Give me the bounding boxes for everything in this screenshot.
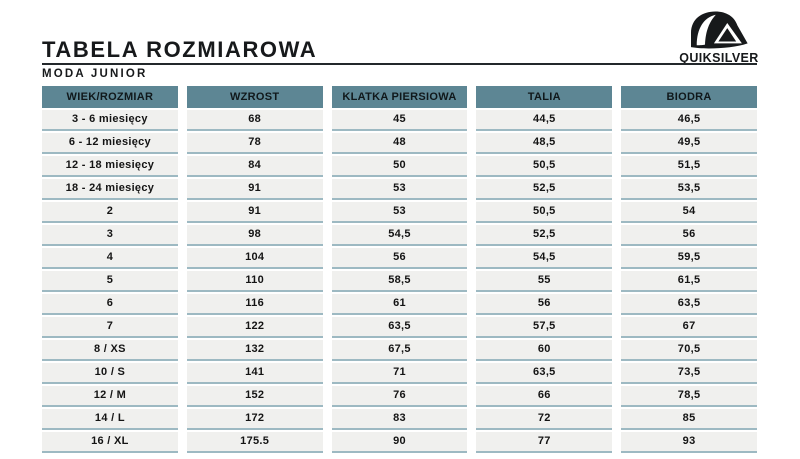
measurement-cell: 54,5: [476, 248, 613, 269]
measurement-cell: 141: [186, 363, 323, 384]
measurement-cell: 49,5: [621, 133, 757, 154]
size-label-cell: 8 / XS: [42, 340, 178, 361]
measurement-cell: 58,5: [331, 271, 468, 292]
measurement-cell: 93: [621, 432, 757, 453]
size-table: WIEK/ROZMIAR WZROST KLATKA PIERSIOWA TALIA B…: [42, 86, 757, 453]
measurement-cell: 54,5: [331, 225, 468, 246]
measurement-cell: 90: [331, 432, 468, 453]
measurement-cell: 66: [476, 386, 613, 407]
measurement-cell: 55: [476, 271, 613, 292]
measurement-cell: 104: [186, 248, 323, 269]
measurement-cell: 50,5: [476, 202, 613, 223]
size-label-cell: 10 / S: [42, 363, 178, 384]
column-header: BIODRA: [621, 86, 757, 108]
size-label-cell: 2: [42, 202, 178, 223]
measurement-cell: 50,5: [476, 156, 613, 177]
measurement-cell: 71: [331, 363, 468, 384]
measurement-cell: 50: [331, 156, 468, 177]
measurement-cell: 63,5: [621, 294, 757, 315]
measurement-cell: 45: [331, 110, 468, 131]
measurement-cell: 56: [331, 248, 468, 269]
measurement-cell: 78,5: [621, 386, 757, 407]
measurement-cell: 67: [621, 317, 757, 338]
measurement-cell: 77: [476, 432, 613, 453]
size-label-cell: 12 - 18 miesięcy: [42, 156, 178, 177]
measurement-cell: 51,5: [621, 156, 757, 177]
measurement-cell: 63,5: [331, 317, 468, 338]
size-label-cell: 18 - 24 miesięcy: [42, 179, 178, 200]
title-underline: [42, 63, 757, 65]
measurement-cell: 175.5: [186, 432, 323, 453]
measurement-cell: 68: [186, 110, 323, 131]
measurement-cell: 54: [621, 202, 757, 223]
column-header: TALIA: [476, 86, 613, 108]
size-label-cell: 4: [42, 248, 178, 269]
size-label-cell: 6: [42, 294, 178, 315]
measurement-cell: 44,5: [476, 110, 613, 131]
measurement-cell: 46,5: [621, 110, 757, 131]
measurement-cell: 52,5: [476, 225, 613, 246]
size-label-cell: 6 - 12 miesięcy: [42, 133, 178, 154]
measurement-cell: 48: [331, 133, 468, 154]
measurement-cell: 67,5: [331, 340, 468, 361]
measurement-cell: 152: [186, 386, 323, 407]
size-label-cell: 7: [42, 317, 178, 338]
measurement-cell: 76: [331, 386, 468, 407]
measurement-cell: 48,5: [476, 133, 613, 154]
measurement-cell: 78: [186, 133, 323, 154]
measurement-cell: 73,5: [621, 363, 757, 384]
measurement-cell: 57,5: [476, 317, 613, 338]
size-label-cell: 14 / L: [42, 409, 178, 430]
size-label-cell: 5: [42, 271, 178, 292]
column-header: WIEK/ROZMIAR: [42, 86, 178, 108]
measurement-cell: 132: [186, 340, 323, 361]
measurement-cell: 91: [186, 179, 323, 200]
measurement-cell: 116: [186, 294, 323, 315]
column-header: WZROST: [186, 86, 323, 108]
size-label-cell: 16 / XL: [42, 432, 178, 453]
column-header: KLATKA PIERSIOWA: [331, 86, 468, 108]
measurement-cell: 53: [331, 179, 468, 200]
measurement-cell: 85: [621, 409, 757, 430]
brand-logo: QUIKSILVER: [676, 9, 762, 65]
measurement-cell: 110: [186, 271, 323, 292]
measurement-cell: 59,5: [621, 248, 757, 269]
measurement-cell: 72: [476, 409, 613, 430]
size-label-cell: 3 - 6 miesięcy: [42, 110, 178, 131]
size-label-cell: 12 / M: [42, 386, 178, 407]
quiksilver-wave-mountain-icon: [676, 9, 762, 51]
measurement-cell: 91: [186, 202, 323, 223]
measurement-cell: 61,5: [621, 271, 757, 292]
measurement-cell: 61: [331, 294, 468, 315]
measurement-cell: 122: [186, 317, 323, 338]
measurement-cell: 172: [186, 409, 323, 430]
measurement-cell: 53: [331, 202, 468, 223]
measurement-cell: 52,5: [476, 179, 613, 200]
measurement-cell: 98: [186, 225, 323, 246]
measurement-cell: 53,5: [621, 179, 757, 200]
measurement-cell: 56: [621, 225, 757, 246]
size-label-cell: 3: [42, 225, 178, 246]
page-title: TABELA ROZMIAROWA: [42, 37, 318, 62]
brand-name: QUIKSILVER: [679, 51, 759, 65]
measurement-cell: 63,5: [476, 363, 613, 384]
page-subtitle: MODA JUNIOR: [42, 68, 148, 80]
measurement-cell: 83: [331, 409, 468, 430]
measurement-cell: 56: [476, 294, 613, 315]
measurement-cell: 70,5: [621, 340, 757, 361]
measurement-cell: 84: [186, 156, 323, 177]
measurement-cell: 60: [476, 340, 613, 361]
